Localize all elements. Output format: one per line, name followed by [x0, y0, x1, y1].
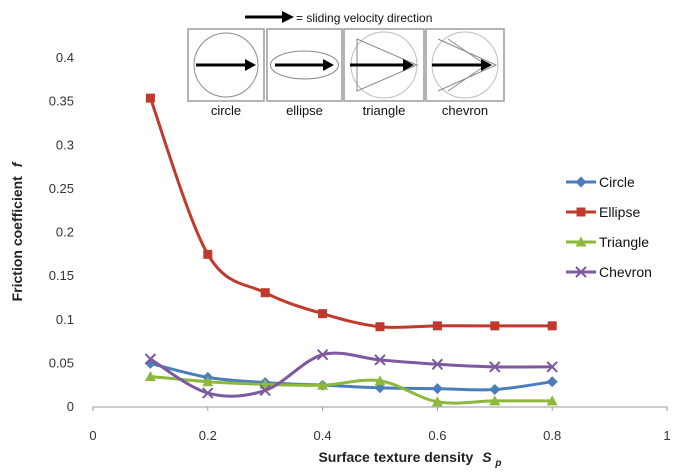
- legend-marker-chevron: [575, 266, 587, 278]
- ellipse-shape-icon: [270, 50, 339, 80]
- legend-item-ellipse: Ellipse: [566, 204, 640, 220]
- data-point-ellipse: [318, 309, 328, 319]
- legend-item-chevron: Chevron: [566, 264, 652, 280]
- inset-header-arrowhead-icon: [282, 11, 294, 23]
- data-point-ellipse: [490, 321, 500, 331]
- x-axis-title-symbol: S: [482, 449, 492, 465]
- series-line-ellipse: [148, 97, 553, 329]
- x-axis-title: Surface texture density S p: [318, 449, 501, 469]
- x-tick-label: 0.8: [543, 428, 561, 443]
- y-tick-label: 0: [67, 399, 74, 414]
- legend-label-circle: Circle: [599, 174, 635, 190]
- series-triangle: [144, 370, 558, 407]
- x-tick-label: 0.6: [428, 428, 446, 443]
- data-point-ellipse: [260, 288, 270, 298]
- velocity-arrowhead-icon: [481, 59, 492, 71]
- y-axis-title-symbol: f: [9, 161, 25, 167]
- data-point-triangle: [546, 395, 558, 406]
- data-point-ellipse: [375, 322, 385, 332]
- inset-panel-triangle: triangle: [343, 28, 425, 118]
- series-chevron: [144, 348, 558, 399]
- legend-label-ellipse: Ellipse: [599, 204, 640, 220]
- x-axis-title-text: Surface texture density: [318, 449, 473, 465]
- x-tick-label: 0.2: [199, 428, 217, 443]
- y-tick-label: 0.05: [49, 355, 74, 370]
- inset-label-triangle: triangle: [363, 103, 406, 118]
- inset-shapes: circle ellipse triangle chevron: [187, 28, 505, 118]
- inset-label-ellipse: ellipse: [286, 103, 323, 118]
- data-point-chevron: [489, 361, 501, 373]
- inset-panel-circle: circle: [187, 28, 265, 118]
- y-tick-label: 0.25: [49, 181, 74, 196]
- data-point-ellipse: [203, 249, 213, 259]
- series-circle: [144, 357, 558, 396]
- legend-item-circle: Circle: [566, 174, 635, 190]
- data-point-triangle: [489, 395, 501, 406]
- y-axis-title-text: Friction coefficient: [9, 176, 25, 302]
- y-tick-label: 0.3: [56, 137, 74, 152]
- x-tick-label: 0.4: [314, 428, 332, 443]
- data-point-circle: [546, 376, 558, 388]
- inset-header-text: = sliding velocity direction: [296, 11, 432, 25]
- data-point-triangle: [202, 376, 214, 387]
- data-point-triangle: [317, 379, 329, 390]
- velocity-arrowhead-icon: [403, 59, 414, 71]
- data-point-ellipse: [432, 321, 442, 331]
- data-point-chevron: [259, 384, 271, 397]
- y-axis-title: Friction coefficient f: [9, 161, 25, 301]
- inset-panel-ellipse: ellipse: [266, 28, 343, 118]
- legend-label-triangle: Triangle: [599, 234, 649, 250]
- y-tick-label: 0.1: [56, 312, 74, 327]
- data-point-triangle: [144, 370, 156, 381]
- data-point-ellipse: [145, 93, 155, 103]
- axes: 0 0.2 0.4 0.6 0.8 1 0 0.05 0.1 0.15 0.2 0.25 0.3 0.35…: [49, 50, 671, 443]
- data-point-circle: [489, 384, 501, 396]
- data-point-chevron: [431, 358, 444, 370]
- legend-marker-circle: [575, 176, 587, 188]
- series-layer: [144, 93, 558, 407]
- y-tick-label: 0.2: [56, 225, 74, 240]
- inset-label-circle: circle: [211, 103, 241, 118]
- legend: Circle Ellipse Triangle Chevron: [566, 174, 652, 280]
- series-ellipse: [145, 93, 557, 332]
- legend-marker-ellipse: [576, 207, 586, 217]
- inset-panel-chevron: chevron: [425, 28, 505, 118]
- data-point-chevron: [546, 361, 558, 373]
- inset-header: = sliding velocity direction: [245, 11, 432, 25]
- data-point-chevron: [374, 354, 386, 366]
- data-point-circle: [431, 383, 443, 395]
- chevron-shape-icon: [437, 38, 498, 92]
- velocity-arrowhead-icon: [245, 59, 256, 71]
- legend-marker-triangle: [575, 236, 587, 247]
- data-point-triangle: [374, 375, 386, 386]
- y-tick-label: 0.35: [49, 94, 74, 109]
- y-tick-label: 0.4: [56, 50, 74, 65]
- data-point-triangle: [431, 396, 443, 407]
- x-tick-label: 1: [663, 428, 670, 443]
- velocity-arrowhead-icon: [323, 59, 334, 71]
- data-point-chevron: [202, 387, 214, 399]
- x-axis-title-subscript: p: [494, 458, 501, 469]
- data-point-chevron: [144, 353, 157, 365]
- series-line-triangle: [150, 374, 553, 405]
- y-tick-label: 0.15: [49, 268, 74, 283]
- data-point-ellipse: [547, 321, 557, 331]
- legend-label-chevron: Chevron: [599, 264, 652, 280]
- data-point-chevron: [316, 348, 329, 361]
- legend-item-triangle: Triangle: [566, 234, 649, 250]
- x-tick-label: 0: [89, 428, 96, 443]
- inset-label-chevron: chevron: [442, 103, 488, 118]
- circle-shape-icon: [193, 32, 259, 98]
